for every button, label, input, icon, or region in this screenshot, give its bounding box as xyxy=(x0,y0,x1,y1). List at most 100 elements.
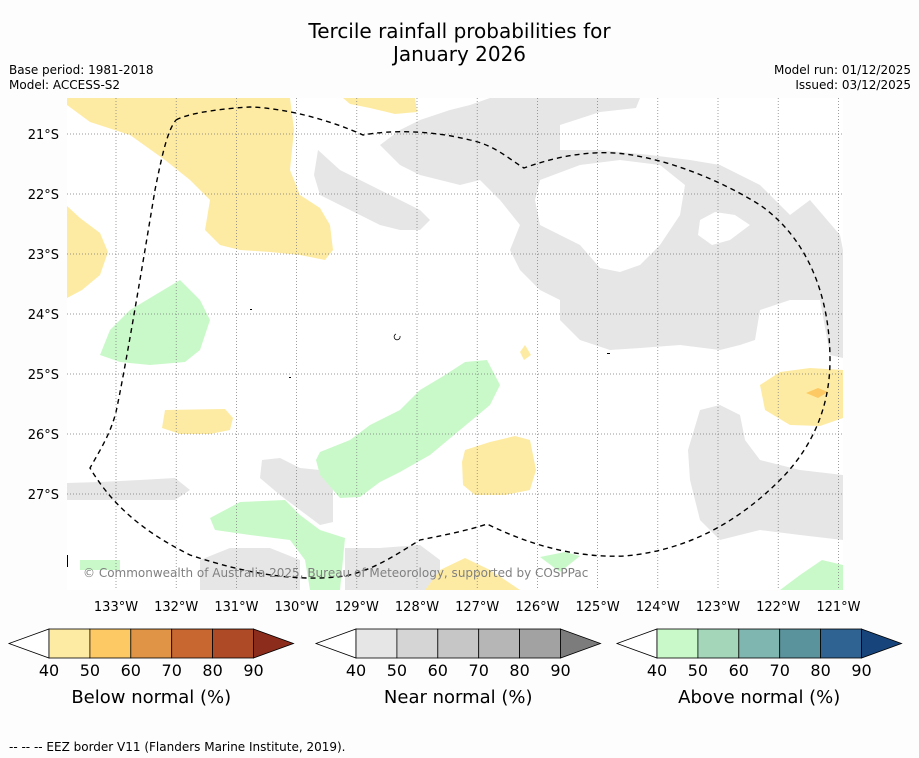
above-normal-region xyxy=(316,360,500,498)
near-normal-region xyxy=(200,548,300,590)
near-normal-region xyxy=(345,545,440,590)
colorbar-tick-label: 60 xyxy=(428,661,448,680)
longitude-labels: 133°W 132°W 131°W 130°W 129°W 128°W 127°W 126°W… xyxy=(94,600,861,615)
colorbar-label: Above normal (%) xyxy=(678,687,840,708)
island-marker xyxy=(67,555,68,567)
title-line-1: Tercile rainfall probabilities for xyxy=(308,19,611,43)
below-normal-region xyxy=(67,98,333,260)
colorbar-extend-low xyxy=(314,628,357,659)
colorbar-tick-label: 70 xyxy=(770,661,790,680)
eez-border xyxy=(89,106,831,579)
near-normal-region xyxy=(314,150,430,230)
colorbar-cell xyxy=(212,628,254,659)
lon-tick-label: 129°W xyxy=(335,600,379,615)
colorbar-tick-label: 60 xyxy=(121,661,141,680)
below-normal-region xyxy=(462,436,536,495)
colorbar-tick-label: 90 xyxy=(851,661,871,680)
colorbar-tick-label: 80 xyxy=(202,661,222,680)
lon-tick-label: 126°W xyxy=(515,600,559,615)
lon-tick-label: 124°W xyxy=(636,600,680,615)
colorbar-cell xyxy=(519,628,561,659)
colorbar: 40 50 60 70 80 90 Below normal (%) xyxy=(7,628,295,708)
colorbar: 40 50 60 70 80 90 Above normal (%) xyxy=(615,628,903,708)
below-normal-region-50 xyxy=(806,388,828,398)
issued-date: Issued: 03/12/2025 xyxy=(795,78,911,92)
above-normal-region xyxy=(100,280,210,365)
lon-tick-label: 127°W xyxy=(455,600,499,615)
map-title: Tercile rainfall probabilities for Janua… xyxy=(0,20,919,66)
below-normal-region xyxy=(520,345,531,360)
colorbar-extend-low xyxy=(7,628,50,659)
colorbar-cell xyxy=(355,628,398,659)
colorbar-tick-label: 40 xyxy=(346,661,366,680)
lon-tick-label: 122°W xyxy=(756,600,800,615)
lon-tick-label: 128°W xyxy=(395,600,439,615)
island-marker xyxy=(607,353,610,354)
colorbar-cell xyxy=(48,628,91,659)
meta-right: Model run: 01/12/2025 Issued: 03/12/2025 xyxy=(774,63,911,93)
above-normal-region xyxy=(780,560,843,590)
colorbar-tick-label: 70 xyxy=(469,661,489,680)
colorbar-cell xyxy=(437,628,480,659)
colorbar-tick-label: 40 xyxy=(647,661,667,680)
lat-tick-label: 22°S xyxy=(28,188,59,203)
colorbar-extend-high xyxy=(560,628,602,659)
colorbar-cell xyxy=(478,628,521,659)
lon-tick-label: 123°W xyxy=(696,600,740,615)
lat-tick-label: 23°S xyxy=(28,248,59,263)
probability-fields xyxy=(67,98,843,590)
colorbar-label: Below normal (%) xyxy=(71,687,231,708)
below-normal-region xyxy=(343,98,417,114)
lat-tick-label: 24°S xyxy=(28,308,59,323)
lat-tick-label: 25°S xyxy=(28,368,59,383)
colorbar-tick-label: 70 xyxy=(162,661,182,680)
island-marker xyxy=(289,377,291,378)
colorbar: 40 50 60 70 80 90 Near normal (%) xyxy=(314,628,602,708)
neutral-gap xyxy=(803,176,836,198)
colorbar-tick-label: 80 xyxy=(810,661,830,680)
lon-tick-label: 125°W xyxy=(576,600,620,615)
above-normal-region xyxy=(210,500,345,590)
neutral-gap xyxy=(698,212,750,245)
colorbar-cell xyxy=(130,628,173,659)
colorbar-tick-label: 80 xyxy=(509,661,529,680)
island-marker xyxy=(393,333,401,341)
lon-tick-label: 130°W xyxy=(275,600,319,615)
colorbar-tick-label: 90 xyxy=(550,661,570,680)
eez-footnote: -- -- -- EEZ border V11 (Flanders Marine… xyxy=(9,740,346,754)
colorbar-tick-label: 50 xyxy=(387,661,407,680)
lat-tick-label: 27°S xyxy=(28,488,59,503)
latitude-labels: 21°S 22°S 23°S 24°S 25°S 26°S 27°S xyxy=(28,128,59,503)
colorbar-cell xyxy=(738,628,781,659)
colorbar-cell xyxy=(820,628,862,659)
model-name: Model: ACCESS-S2 xyxy=(9,78,121,92)
colorbar-extend-low xyxy=(615,628,658,659)
colorbar-tick-label: 40 xyxy=(39,661,59,680)
colorbar-cell xyxy=(171,628,213,659)
model-run: Model run: 01/12/2025 xyxy=(773,63,911,77)
above-normal-region xyxy=(540,552,580,572)
colorbar-label: Near normal (%) xyxy=(384,687,533,708)
below-normal-region xyxy=(425,558,520,590)
near-normal-region xyxy=(688,405,843,540)
base-period: Base period: 1981-2018 xyxy=(9,63,154,77)
colorbar-tick-label: 50 xyxy=(688,661,708,680)
copyright-notice: © Commonwealth of Australia 2025, Bureau… xyxy=(83,566,588,580)
colorbar-tick-label: 60 xyxy=(729,661,749,680)
below-normal-region xyxy=(67,206,108,298)
colorbar-cell xyxy=(89,628,132,659)
colorbar-extend-high xyxy=(861,628,903,659)
colorbar-extend-high xyxy=(253,628,295,659)
title-line-2: January 2026 xyxy=(392,42,527,66)
lat-tick-label: 26°S xyxy=(28,428,59,443)
near-normal-region xyxy=(67,478,190,500)
above-normal-region xyxy=(80,560,120,570)
lon-tick-label: 121°W xyxy=(816,600,860,615)
map-figure: 21°S22°S23°S24°S25°S26°S27°S 133°W 132°W 1… xyxy=(7,98,903,708)
colorbar-cell xyxy=(656,628,699,659)
colorbar-cell xyxy=(396,628,439,659)
gridlines xyxy=(67,98,843,590)
lon-tick-label: 133°W xyxy=(94,600,138,615)
island-marker xyxy=(250,309,252,310)
colorbar-tick-label: 50 xyxy=(80,661,100,680)
